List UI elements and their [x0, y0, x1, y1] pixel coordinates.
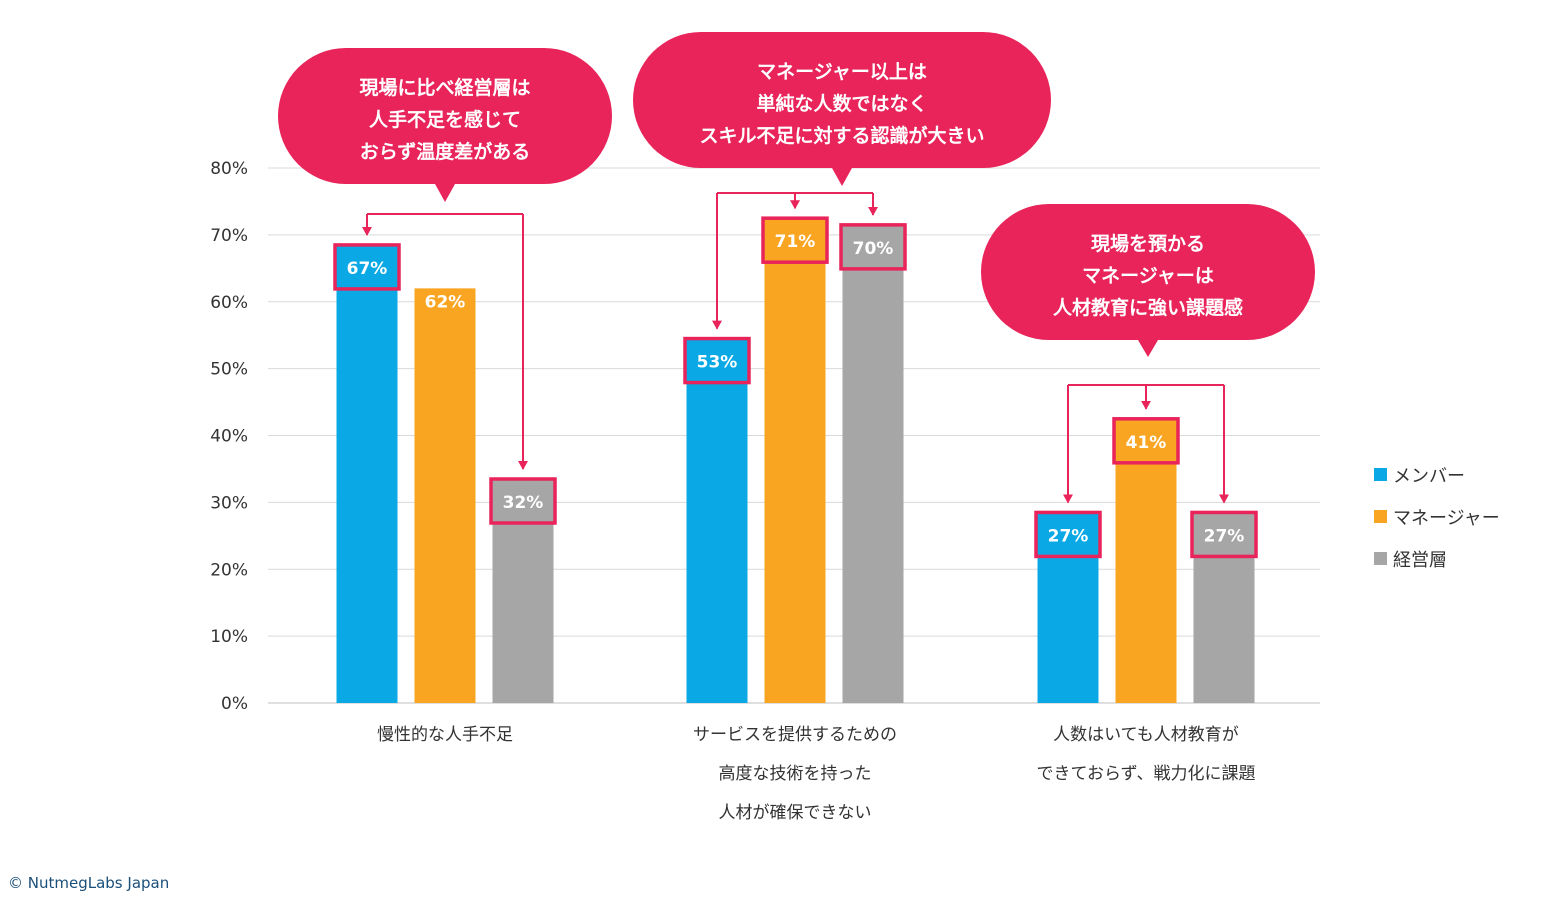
annotation-text: 人材教育に強い課題感 [1053, 296, 1243, 319]
y-tick-label: 70% [210, 226, 248, 246]
annotation-bubble [278, 48, 612, 202]
legend-label: マネージャー [1393, 508, 1500, 529]
y-tick-label: 60% [210, 293, 248, 313]
data-label-highlight-box [333, 243, 401, 291]
x-tick-label: 人数はいても人材教育が [1053, 725, 1239, 745]
data-label: 67% [347, 259, 388, 279]
y-tick-label: 80% [210, 159, 248, 179]
legend-label: メンバー [1393, 466, 1465, 487]
copyright-text: © NutmegLabs Japan [8, 874, 170, 892]
annotation-text: 現場に比べ経営層は [359, 76, 530, 99]
x-tick-label: サービスを提供するための [693, 725, 897, 745]
data-label-highlight-box [1190, 510, 1258, 559]
data-label-highlight-box [839, 223, 907, 271]
annotation-text: スキル不足に対する認識が大きい [699, 124, 984, 147]
annotation-bubble [633, 32, 1051, 186]
bar [764, 228, 826, 703]
annotation-text: 人手不足を感じて [369, 108, 521, 131]
data-label: 53% [697, 353, 738, 373]
annotation-text: おらず温度差がある [360, 140, 531, 163]
data-label: 32% [503, 493, 544, 513]
data-label: 62% [425, 292, 466, 312]
x-tick-label: 慢性的な人手不足 [377, 724, 513, 745]
data-label: 27% [1048, 526, 1089, 546]
y-tick-label: 10% [210, 627, 248, 647]
legend-label: 経営層 [1393, 550, 1447, 571]
y-tick-label: 0% [221, 694, 248, 714]
annotation-text: 単純な人数ではなく [756, 92, 927, 115]
data-label: 27% [1204, 526, 1245, 546]
x-tick-label: 人材が確保できない [719, 803, 872, 823]
x-tick-label: 高度な技術を持った [719, 764, 872, 784]
annotation-text: マネージャーは [1082, 265, 1214, 287]
bar [1115, 428, 1177, 703]
data-label-highlight-box [1034, 510, 1102, 559]
data-label-highlight-box [1112, 417, 1180, 465]
bar [842, 234, 904, 703]
annotation-text: マネージャー以上は [757, 61, 927, 83]
bar [336, 254, 398, 703]
bar [686, 348, 748, 703]
x-tick-label: できておらず、戦力化に課題 [1037, 764, 1256, 784]
y-tick-label: 20% [210, 560, 248, 580]
y-tick-label: 50% [210, 360, 248, 380]
data-label-highlight-box [489, 477, 557, 525]
annotation-bubble [981, 204, 1315, 357]
data-label-highlight-box [683, 336, 751, 385]
data-label: 70% [853, 239, 894, 259]
legend-swatch [1374, 468, 1387, 481]
bar [414, 288, 476, 703]
legend-swatch [1374, 510, 1387, 523]
y-tick-label: 30% [210, 493, 248, 513]
annotation-text: 現場を預かる [1091, 233, 1205, 255]
y-tick-label: 40% [210, 427, 248, 447]
data-label-highlight-box [761, 216, 829, 264]
data-label: 41% [1126, 433, 1167, 453]
data-label: 71% [775, 232, 816, 252]
legend-swatch [1374, 552, 1387, 565]
